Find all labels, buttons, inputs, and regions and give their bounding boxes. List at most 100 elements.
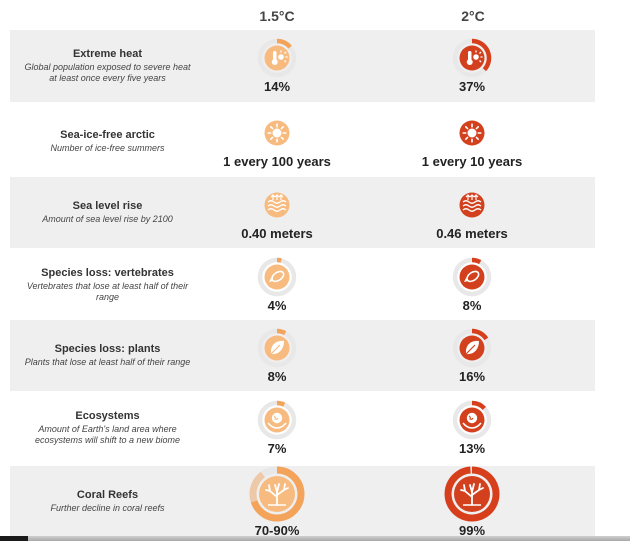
impact-title: Sea level rise (72, 200, 143, 212)
impact-label: Ecosystems Amount of Earth's land area wh… (20, 410, 195, 446)
impact-value: 1 every 100 years (223, 154, 331, 169)
impact-row: Species loss: plants Plants that lose at … (10, 320, 595, 391)
thermometer-sun-icon (257, 38, 297, 78)
ring-value-arc (471, 328, 489, 341)
value-cell-2c: 37% (382, 38, 562, 94)
impact-row: Coral Reefs Further decline in coral reef… (10, 466, 595, 538)
impact-label: Extreme heat Global population exposed to… (20, 48, 195, 84)
impact-title: Sea-ice-free arctic (60, 129, 155, 141)
value-cell-2c: 16% (382, 328, 562, 384)
coral-icon (444, 466, 500, 522)
ring-value-arc (471, 400, 487, 411)
impact-value: 14% (263, 79, 291, 94)
column-header-2c: 2°C (461, 8, 485, 24)
impact-row: Sea-ice-free arctic Number of ice-free su… (10, 106, 595, 176)
coral-glyph (265, 483, 289, 506)
impact-value: 4% (267, 298, 287, 313)
impact-value: 7% (267, 441, 287, 456)
impact-title: Coral Reefs (76, 489, 139, 501)
icon-disc (459, 45, 485, 71)
impact-title: Species loss: vertebrates (41, 267, 174, 279)
value-cell-1-5c: 8% (187, 328, 367, 384)
impact-value: 99% (458, 523, 486, 538)
globe-hand-glyph (462, 412, 482, 429)
impact-label: Sea-ice-free arctic Number of ice-free su… (20, 129, 195, 154)
thermometer-sun-icon (452, 38, 492, 78)
value-cell-2c: 99% (382, 466, 562, 538)
icon-disc (264, 192, 290, 218)
value-cell-2c: 8% (382, 257, 562, 313)
icon-disc (264, 45, 290, 71)
coral-icon (249, 466, 305, 522)
icon-disc (459, 192, 485, 218)
sea-level-waves-icon (264, 192, 290, 218)
value-cell-1-5c: 0.40 meters (187, 185, 367, 241)
leaf-glyph (465, 340, 479, 355)
impact-value: 37% (458, 79, 486, 94)
impact-subtitle: Number of ice-free summers (50, 143, 165, 153)
impact-row: Species loss: vertebrates Vertebrates tha… (10, 249, 595, 320)
impact-value: 0.46 meters (436, 226, 508, 241)
impact-row: Sea level rise Amount of sea level rise b… (10, 177, 595, 248)
impact-value: 1 every 10 years (421, 154, 523, 169)
ring-value-arc (250, 466, 305, 522)
impact-value: 70-90% (254, 523, 300, 538)
value-cell-2c: 1 every 10 years (382, 113, 562, 169)
impact-subtitle: Amount of sea level rise by 2100 (42, 214, 173, 224)
impact-subtitle: Global population exposed to severe heat… (24, 62, 191, 83)
impact-title: Ecosystems (75, 410, 140, 422)
impact-label: Coral Reefs Further decline in coral reef… (20, 489, 195, 514)
thermometer-sun-glyph (466, 50, 483, 65)
sun-glyph (267, 123, 287, 143)
sea-level-waves-glyph (462, 194, 482, 212)
ring-value-arc (444, 466, 500, 522)
value-cell-1-5c: 70-90% (187, 466, 367, 538)
bottom-edge (0, 536, 630, 541)
thermometer-sun-glyph (271, 50, 288, 65)
ring-value-arc (276, 257, 282, 263)
value-cell-2c: 0.46 meters (382, 185, 562, 241)
column-header-1-5c: 1.5°C (259, 8, 295, 24)
impact-subtitle: Vertebrates that lose at least half of t… (26, 281, 189, 302)
fish-glyph (269, 270, 285, 283)
globe-hand-icon (257, 400, 297, 440)
impact-value: 0.40 meters (241, 226, 313, 241)
impact-row: Ecosystems Amount of Earth's land area wh… (10, 392, 595, 464)
ring-range-arc (249, 471, 266, 503)
value-cell-1-5c: 1 every 100 years (187, 113, 367, 169)
sun-glyph (462, 123, 482, 143)
value-cell-2c: 13% (382, 400, 562, 456)
ring-value-arc (276, 400, 286, 407)
sun-icon (264, 120, 290, 146)
coral-glyph (460, 483, 484, 506)
ring-value-arc (276, 38, 292, 49)
impact-subtitle: Plants that lose at least half of their … (24, 357, 191, 367)
impact-label: Sea level rise Amount of sea level rise b… (20, 200, 195, 225)
ring-value-arc (471, 38, 492, 72)
impact-value: 16% (458, 369, 486, 384)
impact-value: 13% (458, 441, 486, 456)
ring-value-arc (471, 257, 482, 265)
impact-subtitle: Amount of Earth's land area where ecosys… (34, 424, 181, 445)
impact-value: 8% (462, 298, 482, 313)
leaf-icon (257, 328, 297, 368)
fish-icon (257, 257, 297, 297)
globe-hand-glyph (267, 412, 287, 429)
value-cell-1-5c: 14% (187, 38, 367, 94)
value-cell-1-5c: 4% (187, 257, 367, 313)
impact-label: Species loss: plants Plants that lose at … (20, 343, 195, 368)
impact-title: Extreme heat (72, 48, 143, 60)
sun-icon (459, 120, 485, 146)
sea-level-waves-glyph (267, 194, 287, 212)
ring-value-arc (276, 328, 287, 336)
impact-label: Species loss: vertebrates Vertebrates tha… (20, 267, 195, 303)
icon-disc (264, 264, 290, 290)
leaf-icon (452, 328, 492, 368)
value-cell-1-5c: 7% (187, 400, 367, 456)
icon-disc (459, 264, 485, 290)
fish-icon (452, 257, 492, 297)
impact-subtitle: Further decline in coral reefs (50, 503, 165, 513)
globe-hand-icon (452, 400, 492, 440)
impact-row: Extreme heat Global population exposed to… (10, 30, 595, 102)
